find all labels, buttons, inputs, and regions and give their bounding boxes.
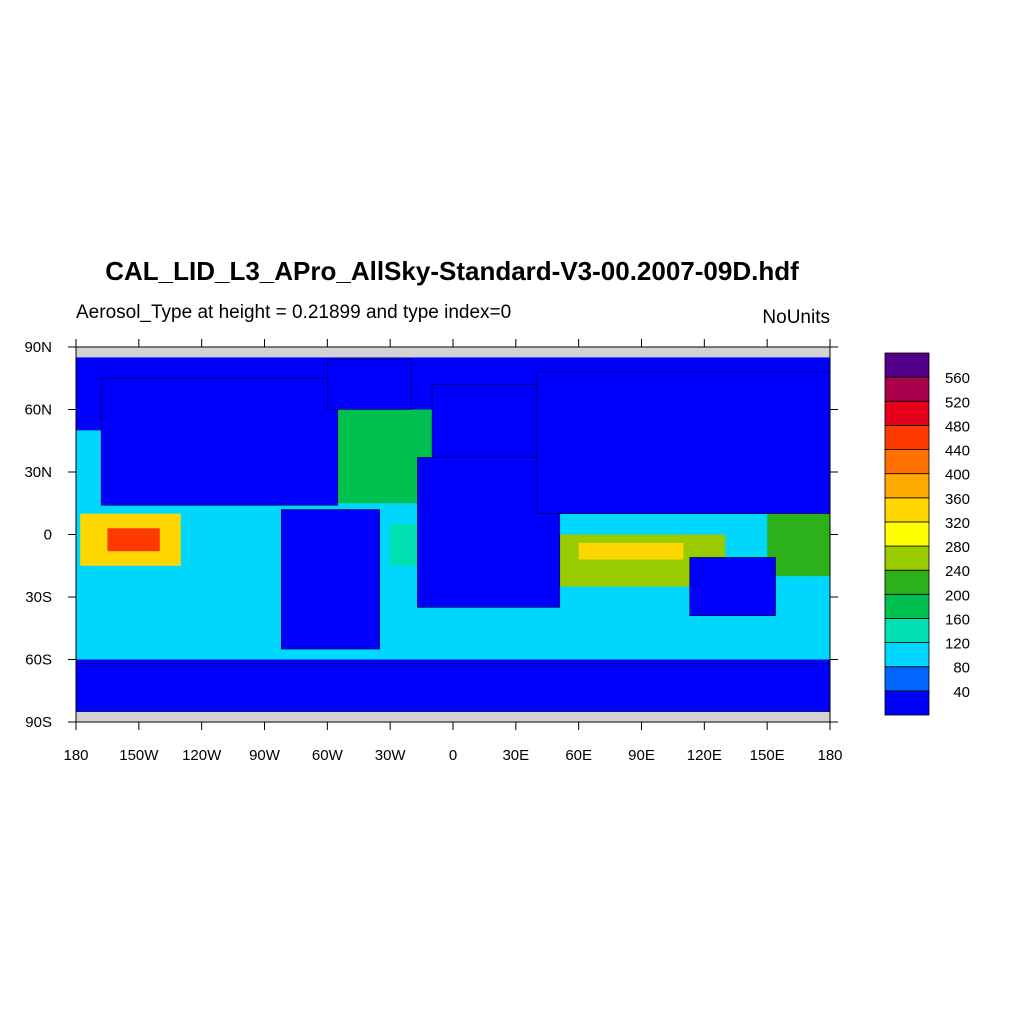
lon-tick-label: 120E xyxy=(687,747,722,764)
colorbar: 40 80 120 160 200 240 280 320 360 400 440 480 520 560 xyxy=(884,352,970,716)
lat-tick-label: 30N xyxy=(24,464,52,481)
colorbar-swatch xyxy=(884,569,930,595)
land-antarctica xyxy=(75,663,831,712)
colorbar-label: 120 xyxy=(945,636,970,653)
lon-tick-label: 120W xyxy=(182,747,222,764)
land-north-america xyxy=(100,378,339,506)
colorbar-swatch xyxy=(884,642,930,668)
colorbar-swatch xyxy=(884,521,930,547)
lon-tick-label: 180 xyxy=(817,747,842,764)
lon-tick-label: 60W xyxy=(312,747,344,764)
land-africa xyxy=(417,457,561,608)
colorbar-swatch xyxy=(884,424,930,450)
map-cells xyxy=(75,347,831,722)
colorbar-swatch xyxy=(884,545,930,571)
land-asia xyxy=(536,371,831,514)
colorbar-swatch xyxy=(884,352,930,378)
lat-tick-label: 0 xyxy=(44,527,52,544)
colorbar-swatch xyxy=(884,449,930,475)
land-greenland xyxy=(327,359,412,410)
lon-tick-label: 90W xyxy=(249,747,281,764)
lon-tick-label: 150E xyxy=(750,747,785,764)
lat-tick-label: 60N xyxy=(24,402,52,419)
axes: 180 150W 120W 90W 60W 30W 0 30E 60E 90E 120E 150E 18… xyxy=(24,339,843,764)
colorbar-label: 160 xyxy=(945,611,970,628)
colorbar-swatch xyxy=(884,497,930,523)
plot-subtitle: Aerosol_Type at height = 0.21899 and typ… xyxy=(76,302,512,323)
colorbar-swatch xyxy=(884,593,930,619)
land-australia xyxy=(689,557,776,617)
units-label: NoUnits xyxy=(762,307,830,328)
colorbar-swatch xyxy=(884,618,930,644)
lon-tick-label: 30W xyxy=(375,747,407,764)
plot-title: CAL_LID_L3_APro_AllSky-Standard-V3-00.20… xyxy=(105,256,799,286)
land-europe xyxy=(431,384,538,460)
land-south-america xyxy=(281,509,380,650)
colorbar-label: 520 xyxy=(945,394,970,411)
colorbar-swatch xyxy=(884,376,930,402)
lat-tick-label: 90S xyxy=(25,714,52,731)
colorbar-label: 560 xyxy=(945,370,970,387)
colorbar-label: 400 xyxy=(945,467,970,484)
lon-tick-label: 90E xyxy=(628,747,655,764)
colorbar-swatch xyxy=(884,690,930,716)
colorbar-label: 440 xyxy=(945,443,970,460)
colorbar-label: 320 xyxy=(945,515,970,532)
lon-tick-label: 30E xyxy=(502,747,529,764)
colorbar-label: 280 xyxy=(945,539,970,556)
lat-tick-label: 90N xyxy=(24,339,52,356)
colorbar-label: 240 xyxy=(945,563,970,580)
colorbar-swatch xyxy=(884,473,930,499)
colorbar-label: 360 xyxy=(945,491,970,508)
colorbar-swatch xyxy=(884,666,930,692)
colorbar-label: 200 xyxy=(945,587,970,604)
colorbar-label: 40 xyxy=(953,684,970,701)
lon-tick-label: 0 xyxy=(449,747,457,764)
colorbar-swatch xyxy=(884,400,930,426)
colorbar-label: 80 xyxy=(953,660,970,677)
lon-tick-label: 150W xyxy=(119,747,159,764)
lon-tick-label: 60E xyxy=(565,747,592,764)
region-3 xyxy=(107,528,160,552)
colorbar-label: 480 xyxy=(945,418,970,435)
lat-tick-label: 30S xyxy=(25,589,52,606)
lon-tick-label: 180 xyxy=(63,747,88,764)
lat-tick-label: 60S xyxy=(25,652,52,669)
region-7 xyxy=(578,542,684,560)
